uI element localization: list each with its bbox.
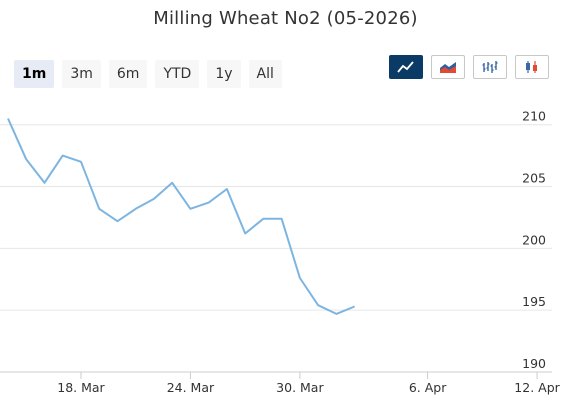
data-point (6, 116, 11, 121)
range-button-6m[interactable]: 6m (108, 60, 148, 88)
y-tick-label: 200 (522, 232, 546, 247)
candlestick-chart-button[interactable] (515, 55, 549, 79)
x-tick-label: 30. Mar (276, 380, 324, 395)
area-chart-button[interactable] (431, 55, 465, 79)
ohlc-chart-button[interactable] (473, 55, 507, 79)
data-point (279, 216, 284, 221)
range-button-1y[interactable]: 1y (207, 60, 241, 88)
data-point (24, 157, 29, 162)
data-point (133, 206, 138, 211)
x-tick-label: 12. Apr (514, 380, 560, 395)
range-button-ytd[interactable]: YTD (155, 60, 200, 88)
range-button-3m[interactable]: 3m (62, 60, 101, 88)
series-layer (6, 116, 357, 316)
data-point (243, 231, 248, 236)
data-point (115, 219, 120, 224)
data-point (42, 180, 47, 185)
line-chart-icon (397, 61, 414, 73)
chart-type-selector (389, 55, 549, 79)
data-point (170, 180, 175, 185)
data-point (316, 303, 321, 308)
ohlc-chart-icon (482, 61, 498, 73)
x-axis: 18. Mar 24. Mar 30. Mar 6. Apr 12. Apr (0, 371, 561, 395)
range-selector: 1m 3m 6m YTD 1y All (14, 60, 282, 88)
y-tick-label: 205 (522, 171, 546, 186)
x-tick-label: 18. Mar (57, 380, 105, 395)
data-point (352, 304, 357, 309)
y-tick-label: 190 (522, 356, 546, 371)
range-button-1m[interactable]: 1m (14, 60, 55, 88)
candlestick-chart-icon (526, 61, 537, 73)
data-point (188, 206, 193, 211)
y-axis-labels: 190 195 200 205 210 (522, 109, 546, 371)
line-chart-button[interactable] (389, 55, 423, 79)
y-tick-label: 195 (522, 294, 546, 309)
data-point (261, 216, 266, 221)
area-chart-icon (440, 62, 456, 73)
data-point (78, 159, 83, 164)
data-point (97, 206, 102, 211)
data-point (334, 311, 339, 316)
data-point (224, 187, 229, 192)
range-button-all[interactable]: All (248, 60, 282, 88)
series-line (7, 118, 355, 315)
x-tick-label: 6. Apr (409, 380, 447, 395)
data-point (151, 196, 156, 201)
data-point (60, 153, 65, 158)
x-tick-label: 24. Mar (167, 380, 215, 395)
data-point (297, 276, 302, 281)
data-point (206, 200, 211, 205)
y-tick-label: 210 (522, 109, 546, 124)
chart-title: Milling Wheat No2 (05-2026) (153, 8, 418, 29)
